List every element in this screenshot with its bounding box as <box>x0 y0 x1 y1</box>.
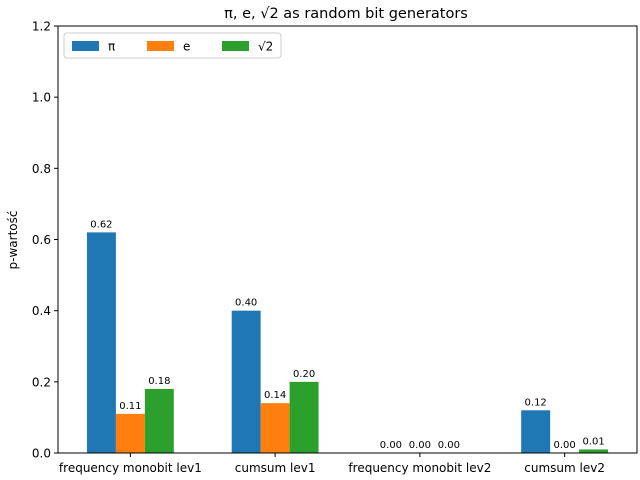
legend: π e √2 <box>63 32 282 59</box>
bar <box>579 449 609 453</box>
bar-value-label: 0.18 <box>148 376 170 387</box>
legend-swatch <box>72 41 99 51</box>
x-axis: frequency monobit lev1 cumsum lev1 frequen… <box>59 453 605 475</box>
bar <box>260 403 290 453</box>
bar <box>115 413 145 453</box>
y-tick-label: 0.0 <box>32 447 51 461</box>
x-tick-label: cumsum lev1 <box>235 461 316 475</box>
legend-label: √2 <box>258 40 273 54</box>
legend-swatch <box>222 41 249 51</box>
y-axis: 0.0 0.2 0.4 0.6 0.8 1.0 1.2 <box>32 20 58 461</box>
bar <box>289 381 319 453</box>
y-axis-label: p-wartość <box>6 211 20 270</box>
bar-value-label: 0.62 <box>90 219 112 230</box>
bar-value-label: 0.00 <box>380 440 402 451</box>
y-tick-label: 0.8 <box>32 162 51 176</box>
bar <box>231 310 261 453</box>
y-tick-label: 1.0 <box>32 91 51 105</box>
x-tick-label: frequency monobit lev1 <box>59 461 202 475</box>
bar <box>521 410 551 453</box>
x-tick-label: cumsum lev2 <box>524 461 605 475</box>
legend-label: e <box>183 40 190 54</box>
x-tick-label: frequency monobit lev2 <box>348 461 491 475</box>
plot-area: 0.62 0.11 0.18 0.40 0.14 0.20 0.00 0.00 0.00 0.12… <box>57 25 638 454</box>
bar-value-label: 0.00 <box>409 440 431 451</box>
bar <box>86 232 116 453</box>
chart-title: π, e, √2 as random bit generators <box>224 6 468 22</box>
bar-value-label: 0.12 <box>525 397 547 408</box>
y-tick-label: 0.2 <box>32 375 51 389</box>
y-tick-label: 0.6 <box>32 233 51 247</box>
y-tick-label: 0.4 <box>32 304 51 318</box>
y-tick-label: 1.2 <box>32 20 51 34</box>
bar-value-label: 0.40 <box>235 298 257 309</box>
legend-label: π <box>108 40 115 54</box>
bar-value-label: 0.00 <box>438 440 460 451</box>
bar <box>144 388 174 453</box>
bar-value-label: 0.20 <box>293 369 315 380</box>
bar-value-label: 0.01 <box>582 436 604 447</box>
legend-swatch <box>147 41 174 51</box>
bar-value-label: 0.00 <box>553 440 575 451</box>
bar-value-label: 0.11 <box>119 401 141 412</box>
bar-value-label: 0.14 <box>264 390 286 401</box>
